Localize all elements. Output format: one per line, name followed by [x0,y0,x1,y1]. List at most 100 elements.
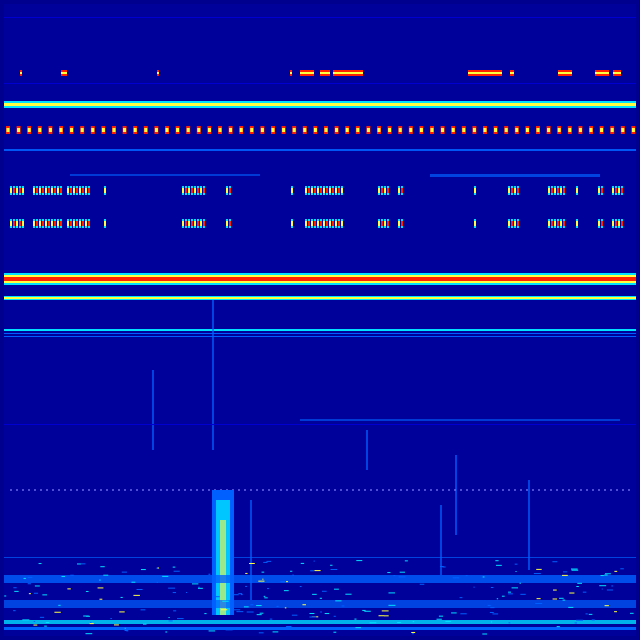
burst-mark [123,128,126,132]
noise-band [4,575,636,583]
noise-speck [169,617,170,618]
burst-mark [320,188,322,193]
noise-speck [604,575,607,576]
signal-line [4,296,636,297]
burst-mark [621,128,624,132]
dotted-row [172,489,174,491]
noise-speck [382,610,389,611]
noise-speck [483,576,485,577]
burst-mark [615,221,617,226]
dotted-row [154,489,156,491]
burst-mark [229,221,231,226]
burst-mark [272,128,275,132]
noise-speck [58,605,60,606]
dotted-row [502,489,504,491]
dotted-row [100,489,102,491]
burst-mark [398,188,400,193]
signal-line [4,333,636,334]
burst-mark [182,221,184,226]
burst-mark [208,128,211,132]
dotted-row [166,489,168,491]
noise-speck [264,597,267,598]
noise-speck [62,576,65,577]
dotted-row [208,489,210,491]
burst-mark [22,188,24,193]
dotted-row [346,489,348,491]
burst-mark [91,128,94,132]
burst-mark [598,188,600,193]
noise-speck [535,603,542,604]
dotted-row [490,489,492,491]
noise-speck [67,588,70,589]
burst-mark [323,188,325,193]
burst-mark [618,188,620,193]
dotted-row [52,489,54,491]
burst-mark [308,221,310,226]
signal-line [4,299,636,300]
noise-speck [453,577,459,578]
burst-mark [166,128,169,132]
noise-speck [497,598,498,599]
dotted-row [316,489,318,491]
noise-speck [330,565,332,566]
noise-speck [39,563,42,564]
burst-mark [229,188,231,193]
burst-mark [329,188,331,193]
burst-mark [311,188,313,193]
burst-mark [54,221,56,226]
noise-speck [4,595,6,596]
dotted-row [328,489,330,491]
noise-speck [126,630,128,631]
dotted-row [22,489,24,491]
burst-mark [590,128,593,132]
burst-mark [194,188,196,193]
dotted-row [400,489,402,491]
burst-mark [332,221,334,226]
dotted-row [478,489,480,491]
noise-speck [141,569,146,570]
burst-mark [378,221,380,226]
burst-mark [462,128,465,132]
burst-mark [576,188,578,193]
noise-speck [290,571,292,572]
dotted-row [604,489,606,491]
burst-mark [329,221,331,226]
burst-mark [20,72,22,74]
burst-mark [510,72,514,74]
noise-speck [490,612,494,613]
dotted-row [34,489,36,491]
burst-mark [505,128,508,132]
signal-line [4,17,636,18]
noise-speck [143,624,147,625]
burst-mark [176,128,179,132]
noise-speck [300,586,302,587]
noise-speck [81,563,86,564]
burst-mark [558,72,572,74]
dotted-row [286,489,288,491]
dotted-row [538,489,540,491]
dotted-row [364,489,366,491]
noise-speck [286,626,291,627]
noise-band [4,620,636,624]
dotted-row [568,489,570,491]
faint-streak [70,174,260,176]
noise-speck [174,571,180,572]
strong-band [4,277,636,281]
noise-speck [284,590,289,591]
dotted-row [274,489,276,491]
burst-mark [39,221,41,226]
burst-mark [378,188,380,193]
burst-mark [203,188,205,193]
dotted-row [112,489,114,491]
burst-mark [13,221,15,226]
dotted-row [46,489,48,491]
burst-mark [203,221,205,226]
signal-line [4,297,636,299]
burst-mark [441,128,444,132]
noise-speck [490,607,494,608]
noise-speck [270,619,272,620]
noise-speck [122,572,127,573]
noise-speck [520,594,525,595]
burst-mark [48,188,50,193]
burst-mark [42,221,44,226]
